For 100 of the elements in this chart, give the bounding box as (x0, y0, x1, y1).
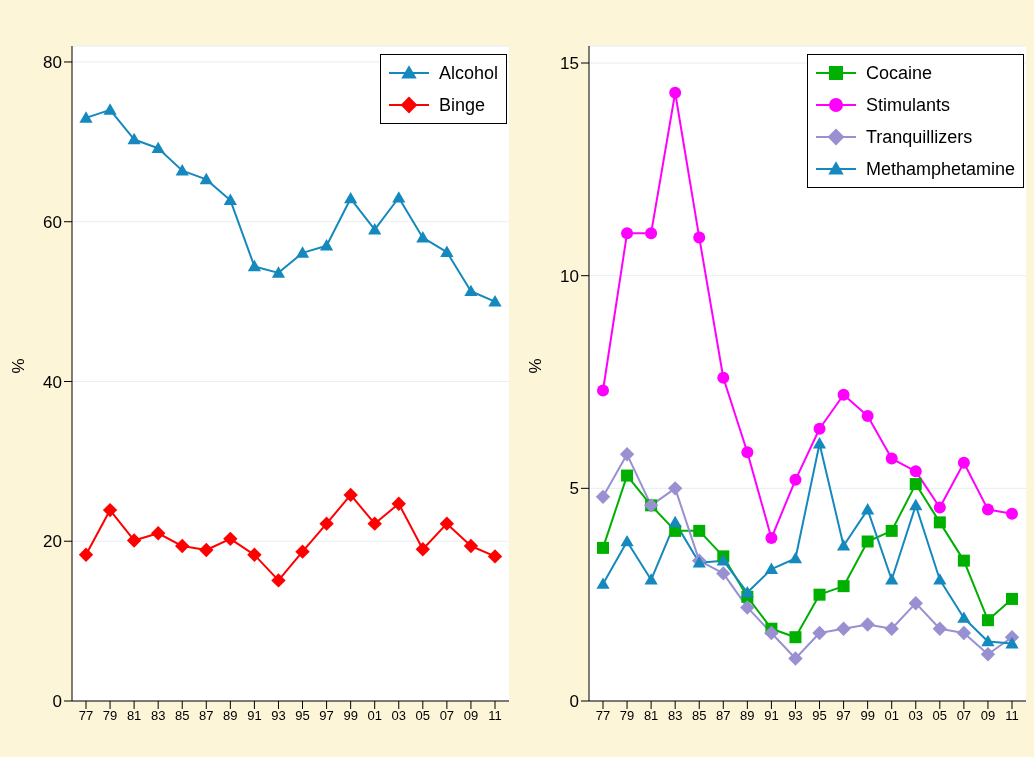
x-tick-label: 85 (175, 708, 190, 724)
point (621, 227, 634, 240)
point (932, 621, 948, 636)
x-tick-label: 83 (667, 708, 683, 724)
x-tick-label: 95 (295, 708, 310, 724)
point (667, 481, 683, 496)
point (439, 516, 455, 531)
point (597, 384, 609, 397)
point (669, 86, 682, 99)
x-tick-label: 07 (439, 708, 455, 724)
x-tick-label: 77 (78, 708, 94, 724)
point (836, 621, 851, 636)
y-tick-label: 20 (43, 532, 62, 552)
point (645, 227, 658, 240)
point (1006, 507, 1018, 520)
point (813, 588, 826, 601)
y-axis-title: % (9, 358, 29, 374)
point (619, 447, 635, 462)
point (103, 103, 117, 115)
x-tick-label: 05 (415, 708, 431, 724)
point (861, 503, 875, 515)
point (78, 547, 94, 563)
point (812, 437, 827, 449)
y-tick-label: 40 (43, 372, 62, 392)
point (765, 532, 778, 545)
point (1005, 636, 1019, 649)
point (885, 452, 898, 465)
x-tick-label: 03 (391, 708, 406, 724)
point (933, 501, 946, 514)
point (295, 544, 310, 559)
point (368, 223, 382, 235)
x-tick-label: 87 (199, 708, 214, 724)
point (861, 410, 874, 423)
legend-label: Tranquillizers (865, 126, 973, 148)
y-tick-label: 60 (43, 212, 62, 232)
x-tick-label: 11 (488, 708, 502, 724)
point (980, 647, 996, 662)
point (319, 516, 334, 531)
x-tick-label: 01 (884, 708, 899, 724)
point (908, 595, 923, 611)
point (788, 551, 803, 564)
y-tick-label: 15 (560, 54, 579, 74)
point (391, 496, 406, 511)
x-tick-label: 93 (271, 708, 286, 724)
y-axis-title: % (526, 358, 546, 374)
legend-label: Methamphetamine (865, 158, 1015, 180)
point (464, 284, 478, 297)
point (789, 473, 802, 486)
point (415, 542, 431, 557)
point (367, 516, 382, 531)
point (716, 554, 730, 566)
point (199, 542, 214, 558)
point (933, 516, 946, 529)
x-tick-label: 05 (932, 708, 948, 724)
point (175, 164, 189, 176)
point (223, 531, 238, 547)
point (668, 515, 682, 528)
point (199, 172, 213, 185)
point (175, 538, 190, 554)
point (885, 524, 898, 537)
point (295, 246, 310, 258)
point (884, 621, 899, 636)
x-tick-label: 07 (956, 708, 972, 724)
point (861, 535, 874, 548)
x-tick-label: 11 (1005, 708, 1019, 724)
point (344, 191, 358, 204)
point (1006, 592, 1018, 605)
point (981, 614, 994, 627)
point (223, 193, 237, 205)
legend-label: Cocaine (865, 62, 932, 84)
y-tick-label: 80 (43, 53, 62, 73)
point (126, 533, 142, 548)
point (621, 469, 634, 482)
point (981, 634, 995, 647)
point (247, 259, 262, 272)
point (271, 573, 286, 588)
point (740, 585, 754, 598)
point (837, 388, 850, 401)
point (127, 132, 141, 145)
point (79, 111, 93, 123)
point (860, 617, 875, 632)
point (620, 534, 634, 547)
point (956, 625, 972, 641)
point (909, 465, 922, 478)
point (812, 625, 827, 641)
point (102, 502, 118, 518)
point (487, 549, 503, 564)
y-tick-label: 5 (569, 479, 579, 499)
point (741, 446, 754, 459)
x-tick-label: 91 (764, 708, 779, 724)
point (247, 547, 262, 563)
x-tick-label: 09 (980, 708, 996, 724)
point (596, 577, 610, 589)
point (343, 487, 358, 503)
point (717, 371, 730, 384)
point (933, 573, 947, 585)
point (740, 600, 755, 615)
x-tick-label: 93 (788, 708, 803, 724)
x-tick-label: 97 (319, 708, 334, 724)
x-tick-label: 01 (367, 708, 382, 724)
